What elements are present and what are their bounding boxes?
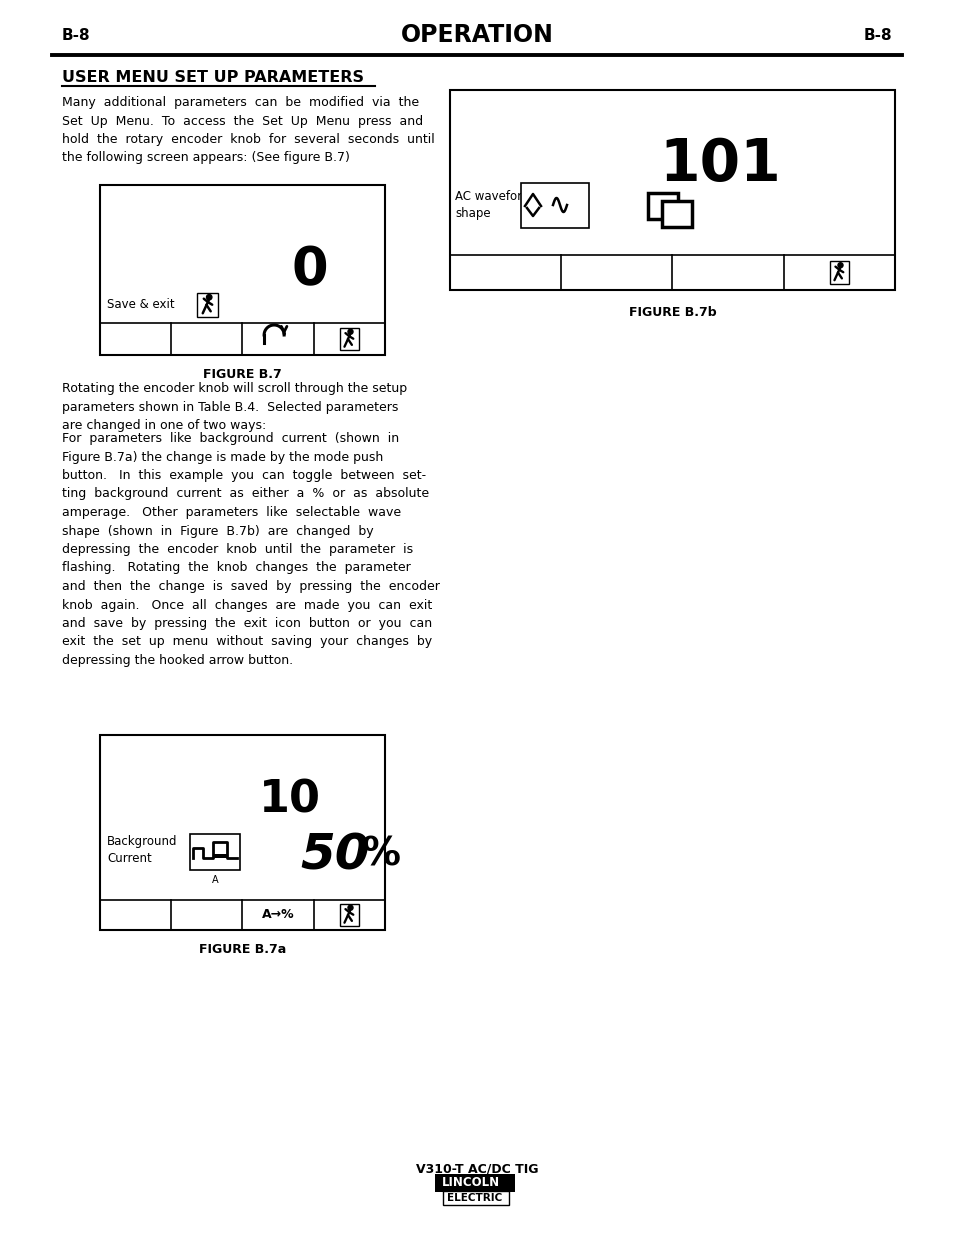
Circle shape — [837, 263, 842, 268]
Text: V310-T AC/DC TIG: V310-T AC/DC TIG — [416, 1163, 537, 1176]
Circle shape — [206, 294, 212, 300]
Text: ELECTRIC: ELECTRIC — [447, 1193, 502, 1203]
Bar — [661, 201, 691, 227]
Text: Background
Current: Background Current — [107, 835, 177, 864]
Text: 50: 50 — [299, 831, 369, 879]
Text: LINCOLN: LINCOLN — [441, 1177, 499, 1189]
Bar — [100, 735, 385, 930]
Circle shape — [348, 330, 353, 335]
Bar — [647, 193, 678, 219]
Text: FIGURE B.7: FIGURE B.7 — [203, 368, 281, 382]
Text: For  parameters  like  background  current  (shown  in
Figure B.7a) the change i: For parameters like background current (… — [62, 432, 439, 667]
Bar — [213, 853, 227, 858]
Bar — [450, 90, 894, 290]
Bar — [435, 1174, 515, 1192]
Bar — [339, 327, 358, 351]
Circle shape — [348, 905, 353, 910]
Text: Many  additional  parameters  can  be  modified  via  the
Set  Up  Menu.  To  ac: Many additional parameters can be modifi… — [62, 96, 435, 164]
Text: B-8: B-8 — [862, 27, 891, 42]
Text: Save & exit: Save & exit — [107, 299, 174, 311]
Text: 10: 10 — [258, 778, 320, 821]
Text: A→%: A→% — [261, 909, 294, 921]
Text: A: A — [212, 876, 218, 885]
Text: Rotating the encoder knob will scroll through the setup
parameters shown in Tabl: Rotating the encoder knob will scroll th… — [62, 382, 407, 432]
Bar — [829, 262, 848, 284]
Text: AC waveform
shape: AC waveform shape — [455, 190, 533, 220]
Text: 101: 101 — [659, 137, 781, 194]
Bar — [520, 183, 588, 227]
Text: FIGURE B.7a: FIGURE B.7a — [198, 944, 286, 956]
Text: ®: ® — [502, 1174, 509, 1181]
Text: B-8: B-8 — [62, 27, 91, 42]
Text: %: % — [361, 836, 400, 874]
Text: OPERATION: OPERATION — [400, 23, 553, 47]
Text: USER MENU SET UP PARAMETERS: USER MENU SET UP PARAMETERS — [62, 70, 364, 85]
Bar — [197, 293, 218, 317]
Text: FIGURE B.7b: FIGURE B.7b — [628, 306, 716, 319]
Bar — [190, 834, 240, 869]
Bar — [339, 904, 358, 926]
Text: 0: 0 — [292, 245, 328, 296]
Bar — [100, 185, 385, 354]
Bar — [442, 1191, 509, 1205]
